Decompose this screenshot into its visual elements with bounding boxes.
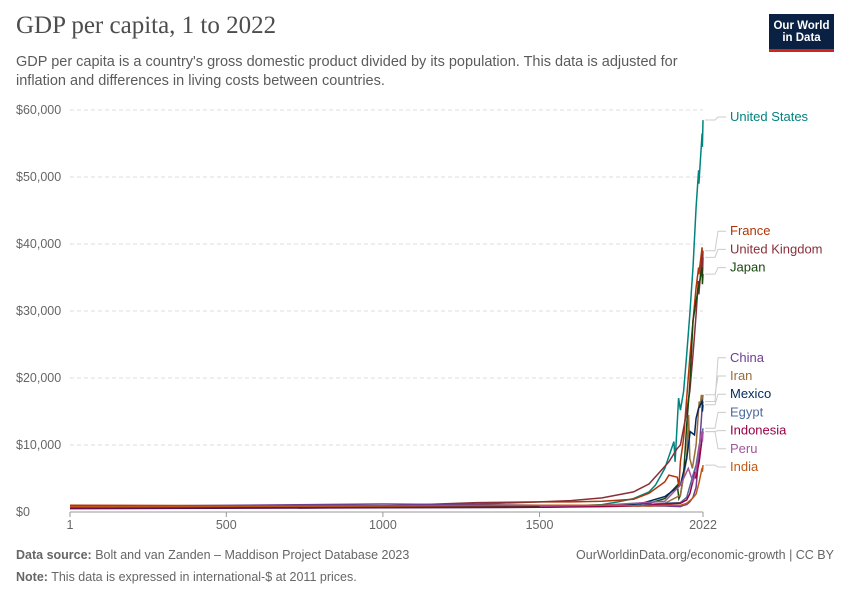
y-tick-label: $20,000 [16, 371, 61, 385]
x-tick-label: 2022 [689, 518, 717, 532]
logo-line-2: in Data [782, 32, 821, 44]
series-line[interactable] [69, 431, 704, 509]
label-connector [705, 116, 726, 121]
owid-logo[interactable]: Our World in Data [769, 14, 834, 52]
label-connector [705, 375, 726, 396]
series-label[interactable]: Japan [730, 260, 765, 275]
series-lines [69, 120, 704, 510]
series-labels: United States France United Kingdom Japan Ch… [705, 109, 823, 474]
series-label[interactable]: India [730, 459, 759, 474]
series-line[interactable] [639, 394, 704, 507]
series-line[interactable] [298, 267, 704, 509]
series-label[interactable]: Iran [730, 368, 752, 383]
logo-line-1: Our World [773, 20, 830, 32]
series-line[interactable] [69, 398, 704, 510]
gridlines [70, 109, 703, 513]
label-connector [705, 230, 726, 252]
y-tick-label: $10,000 [16, 438, 61, 452]
series-line[interactable] [539, 431, 704, 507]
series-label[interactable]: France [730, 223, 770, 238]
note-label: Note: [16, 570, 48, 584]
series-line[interactable] [70, 120, 704, 507]
series-line[interactable] [69, 465, 704, 508]
y-tick-label: $40,000 [16, 237, 61, 251]
x-tick-label: 500 [216, 518, 237, 532]
series-label[interactable]: United States [730, 109, 809, 124]
note-text: This data is expressed in international-… [51, 570, 357, 584]
series-label[interactable]: Mexico [730, 386, 771, 401]
series-label[interactable]: United Kingdom [730, 241, 823, 256]
source-text[interactable]: Bolt and van Zanden – Maddison Project D… [95, 548, 410, 562]
x-tick-label: 1 [67, 518, 74, 532]
label-connector [705, 411, 726, 429]
label-connector [705, 431, 726, 450]
x-axis-ticks: 1 500 1000 1500 2022 [67, 512, 717, 532]
series-line[interactable] [70, 253, 704, 507]
x-tick-label: 1000 [369, 518, 397, 532]
label-connector [705, 248, 726, 258]
label-connector [705, 393, 726, 406]
series-label[interactable]: Egypt [730, 404, 764, 419]
series-label[interactable]: China [730, 350, 765, 365]
label-connector [705, 464, 726, 468]
series-line[interactable] [69, 247, 704, 507]
y-axis-ticks: $0 $10,000 $20,000 $30,000 $40,000 $50,000 $60… [16, 103, 61, 519]
label-connector [705, 357, 726, 402]
chart-title: GDP per capita, 1 to 2022 [16, 12, 277, 39]
series-line[interactable] [69, 401, 704, 508]
y-tick-label: $50,000 [16, 170, 61, 184]
note-footer: Note: This data is expressed in internat… [16, 570, 357, 584]
y-tick-label: $30,000 [16, 304, 61, 318]
label-connector [705, 267, 726, 275]
y-tick-label: $60,000 [16, 103, 61, 117]
series-label[interactable]: Peru [730, 441, 757, 456]
x-tick-label: 1500 [526, 518, 554, 532]
owid-link[interactable]: OurWorldinData.org/economic-growth | CC … [576, 548, 834, 562]
data-source-footer: Data source: Bolt and van Zanden – Maddi… [16, 548, 409, 562]
series-label[interactable]: Indonesia [730, 423, 787, 438]
y-tick-label: $0 [16, 505, 30, 519]
chart-subtitle: GDP per capita is a country's gross dome… [16, 54, 678, 89]
source-label: Data source: [16, 548, 92, 562]
